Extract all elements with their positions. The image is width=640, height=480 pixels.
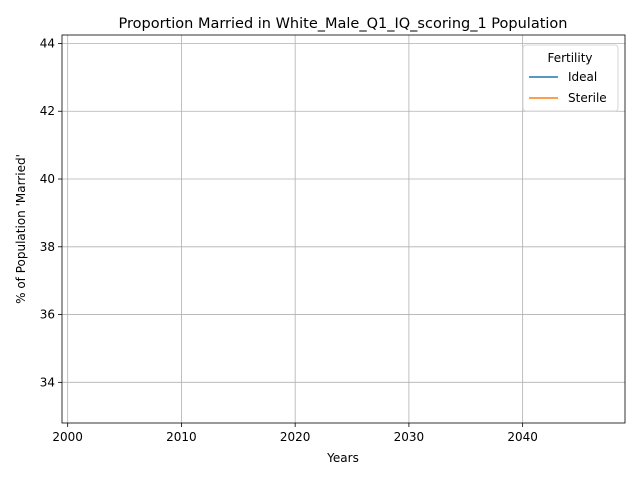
x-tick-label: 2040 [507, 430, 538, 444]
legend-box [522, 44, 619, 112]
y-axis: 34 36 38 40 42 44 [40, 36, 62, 389]
x-tick-label: 2000 [52, 430, 83, 444]
legend-items: Ideal Sterile [529, 70, 607, 105]
y-tick-label: 42 [40, 104, 55, 118]
x-tick-label: 2010 [166, 430, 197, 444]
y-tick-label: 36 [40, 308, 55, 322]
legend-label: Sterile [568, 91, 607, 105]
y-axis-label: % of Population 'Married' [14, 154, 28, 304]
x-axis: 2000 2010 2020 2030 2040 [52, 423, 538, 444]
y-tick-label: 34 [40, 375, 55, 389]
y-tick-label: 44 [40, 36, 55, 50]
legend: Fertility Ideal Sterile [522, 44, 619, 112]
x-axis-label: Years [326, 451, 359, 465]
legend-label: Ideal [568, 70, 597, 84]
chart-title: Proportion Married in White_Male_Q1_IQ_s… [119, 16, 568, 32]
x-tick-label: 2020 [280, 430, 311, 444]
legend-title: Fertility [547, 51, 592, 65]
x-tick-label: 2030 [394, 430, 425, 444]
plot-frame [61, 34, 626, 424]
y-tick-label: 40 [40, 172, 55, 186]
y-tick-label: 38 [40, 240, 55, 254]
